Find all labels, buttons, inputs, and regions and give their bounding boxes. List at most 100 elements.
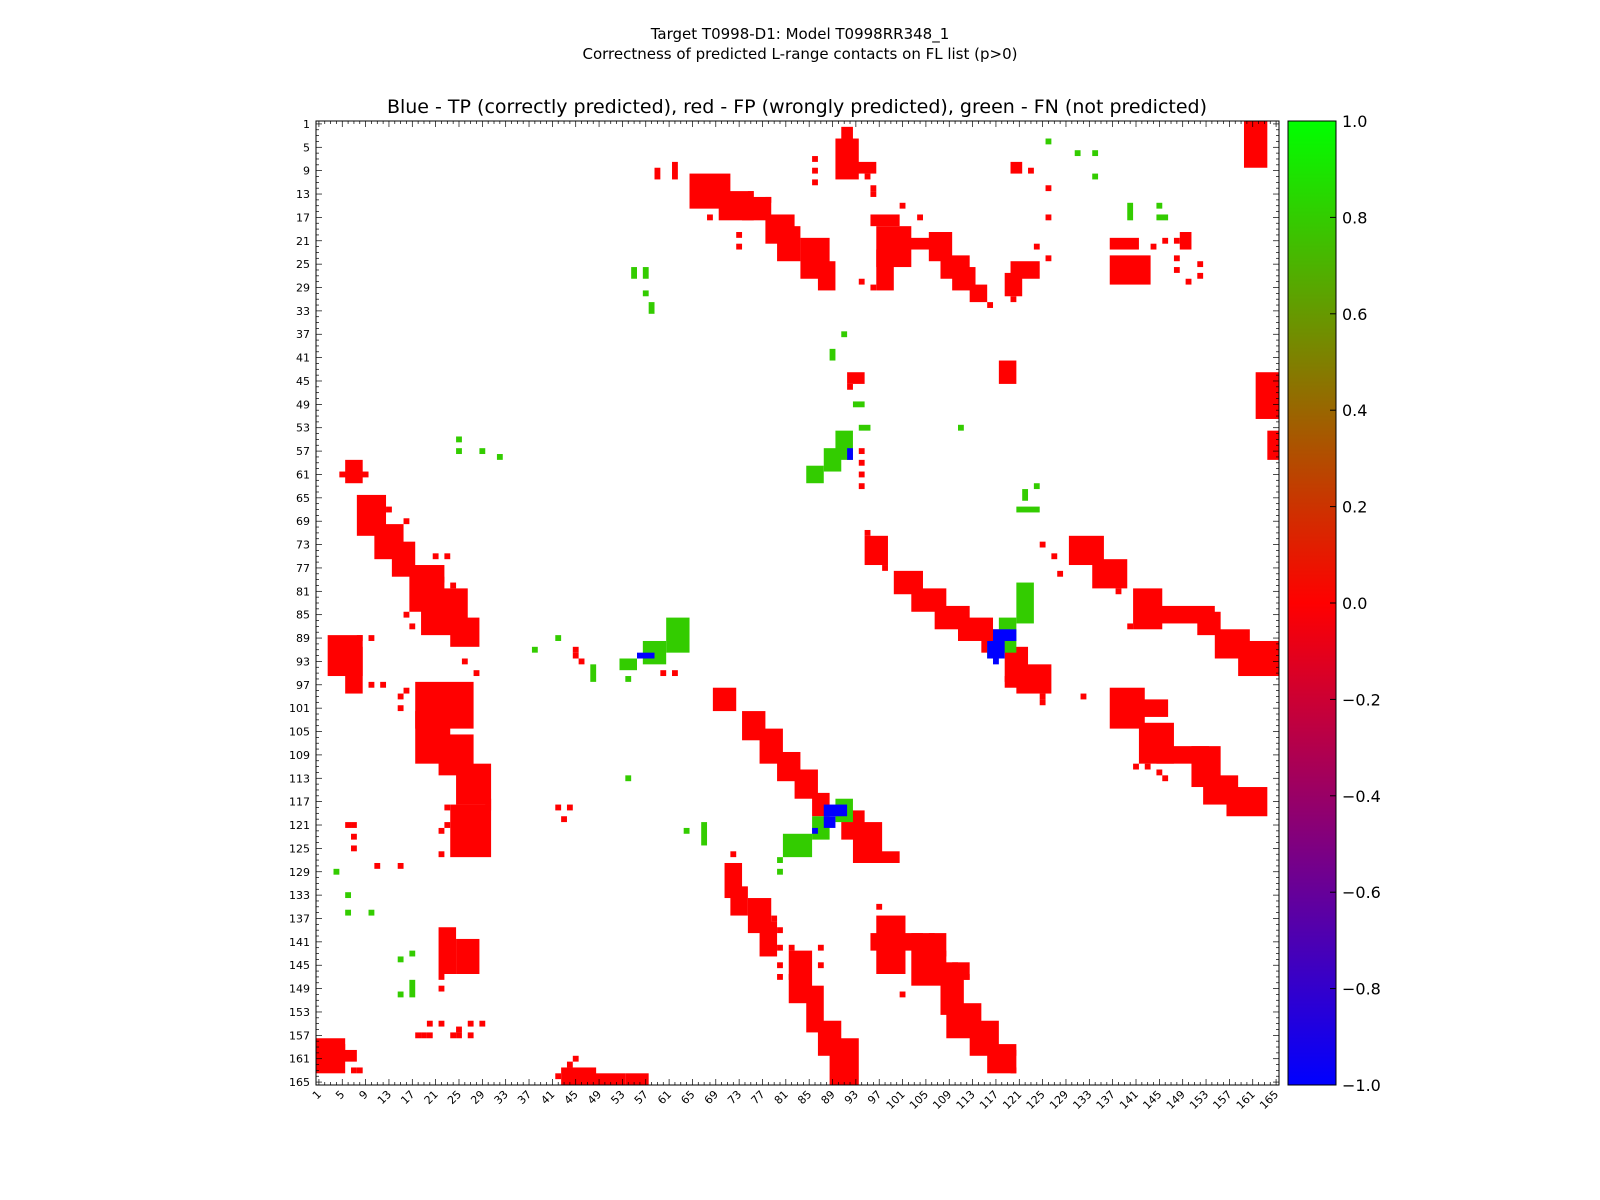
contact-block-fn (666, 617, 690, 653)
contact-cell-fp (1162, 775, 1169, 782)
y-tick-label: 25 (296, 258, 310, 271)
contact-cell-fp (1033, 243, 1040, 250)
x-tick-label: 121 (1000, 1088, 1024, 1112)
x-tick-label: 165 (1257, 1088, 1281, 1112)
contact-block-fn (625, 676, 632, 682)
contact-block-fn (631, 267, 637, 279)
contact-block-fn (777, 868, 783, 875)
contact-cell-fp (461, 658, 468, 665)
x-tick-label: 41 (538, 1088, 557, 1107)
contact-cell-fp (1004, 676, 1011, 682)
x-tick-label: 69 (702, 1088, 721, 1107)
contact-cell-fp (1197, 261, 1204, 268)
colorbar-ticks: 1.0 0.8 0.6 0.4 0.2 0.0 −0.2 −0.4 −0.6 −0.8 −1.0 (1330, 112, 1381, 1095)
contact-block-fn (479, 448, 486, 455)
y-tick-label: 69 (296, 515, 310, 528)
contact-block-fp (1016, 664, 1052, 694)
x-tick-label: 161 (1234, 1088, 1258, 1112)
contact-block-fn (625, 775, 632, 782)
contact-block-fn (1045, 138, 1052, 145)
contact-cell-fp (736, 232, 743, 238)
contact-block-fp (1255, 372, 1279, 419)
contact-cell-fp (987, 302, 994, 308)
x-tick-label: 65 (678, 1088, 697, 1107)
contact-block-fn (841, 331, 848, 338)
x-tick-label: 93 (842, 1088, 861, 1107)
x-tick-label: 105 (907, 1088, 931, 1112)
contact-block-fp (1092, 559, 1128, 589)
y-tick-label: 81 (296, 585, 310, 598)
contact-cell-fp (1028, 167, 1034, 174)
contact-cell-fp (438, 985, 445, 992)
contact-cell-fp (1173, 237, 1180, 244)
contact-cell-fp (765, 196, 772, 203)
contact-cell-fp (485, 798, 492, 805)
contact-block-fn (590, 664, 597, 682)
contact-cell-fp (771, 915, 778, 922)
x-tick-label: 61 (655, 1088, 674, 1107)
contact-cell-fp (351, 845, 357, 852)
x-tick-label: 145 (1140, 1088, 1164, 1112)
y-tick-label: 29 (296, 282, 310, 295)
colorbar-tick-label: 0.0 (1342, 594, 1367, 613)
y-tick-label: 105 (289, 726, 310, 739)
contact-block-fp (345, 646, 363, 694)
contact-cell-fp (660, 670, 667, 677)
contact-cell-fp (1039, 693, 1046, 700)
contact-cell-fp (747, 191, 754, 197)
contact-cell-fp (339, 1044, 346, 1050)
y-tick-label: 17 (296, 211, 310, 224)
x-tick-label: 29 (468, 1088, 487, 1107)
contact-cell-fp (817, 944, 824, 951)
figure-title-line2: Correctness of predicted L-range contact… (583, 45, 1018, 63)
contact-cell-fp (467, 1032, 474, 1039)
contact-block-tp (993, 652, 999, 665)
contact-cell-fp (1185, 278, 1192, 285)
contact-cell-fp (555, 804, 562, 811)
contact-cell-fp (397, 693, 404, 700)
contact-cell-fp (386, 506, 392, 513)
contact-cell-fp (403, 518, 410, 525)
contact-cell-fp (858, 483, 865, 490)
contact-block-fn (1033, 483, 1040, 490)
x-tick-label: 77 (749, 1088, 768, 1107)
contact-cell-fp (444, 804, 451, 811)
contact-block-fp (456, 763, 492, 805)
x-tick-label: 37 (515, 1088, 534, 1107)
contact-block-fp (777, 226, 801, 262)
contact-cell-fp (1039, 541, 1046, 548)
contact-block-fp (969, 284, 988, 303)
colorbar-tick-label: 0.2 (1342, 498, 1367, 517)
contact-cell-fp (858, 448, 865, 455)
contact-block-tp (993, 629, 1017, 641)
contact-cell-fp (403, 687, 410, 694)
contact-cell-fp (438, 973, 445, 980)
contact-block-fp (998, 360, 1017, 384)
contact-cell-fp (672, 670, 678, 677)
contact-cell-fp (870, 191, 877, 197)
contact-block-fn (456, 448, 462, 455)
x-tick-label: 25 (445, 1088, 464, 1107)
colorbar-tick-label: −0.6 (1342, 883, 1381, 902)
contact-cell-fp (870, 284, 877, 291)
contact-cell-fp (403, 611, 410, 618)
contact-cell-fp (788, 944, 795, 951)
x-tick-label: 89 (819, 1088, 838, 1107)
x-tick-label: 33 (492, 1088, 511, 1107)
x-tick-label: 57 (632, 1088, 651, 1107)
x-tick-label: 49 (585, 1088, 604, 1107)
y-tick-label: 53 (296, 422, 310, 435)
contact-cell-fp (1144, 763, 1151, 770)
x-tick-label: 117 (977, 1088, 1001, 1112)
x-tick-label: 21 (422, 1088, 441, 1107)
contact-block-tp (823, 816, 836, 828)
contact-block-fp (829, 1038, 859, 1085)
contact-cell-fp (736, 243, 743, 250)
contact-block-fn (806, 465, 824, 484)
contact-cell-fp (864, 529, 871, 536)
contact-cell-fp (882, 565, 888, 571)
contact-cell-fp (450, 1032, 457, 1039)
x-tick-label: 13 (375, 1088, 394, 1107)
contact-block-fn (823, 448, 842, 472)
